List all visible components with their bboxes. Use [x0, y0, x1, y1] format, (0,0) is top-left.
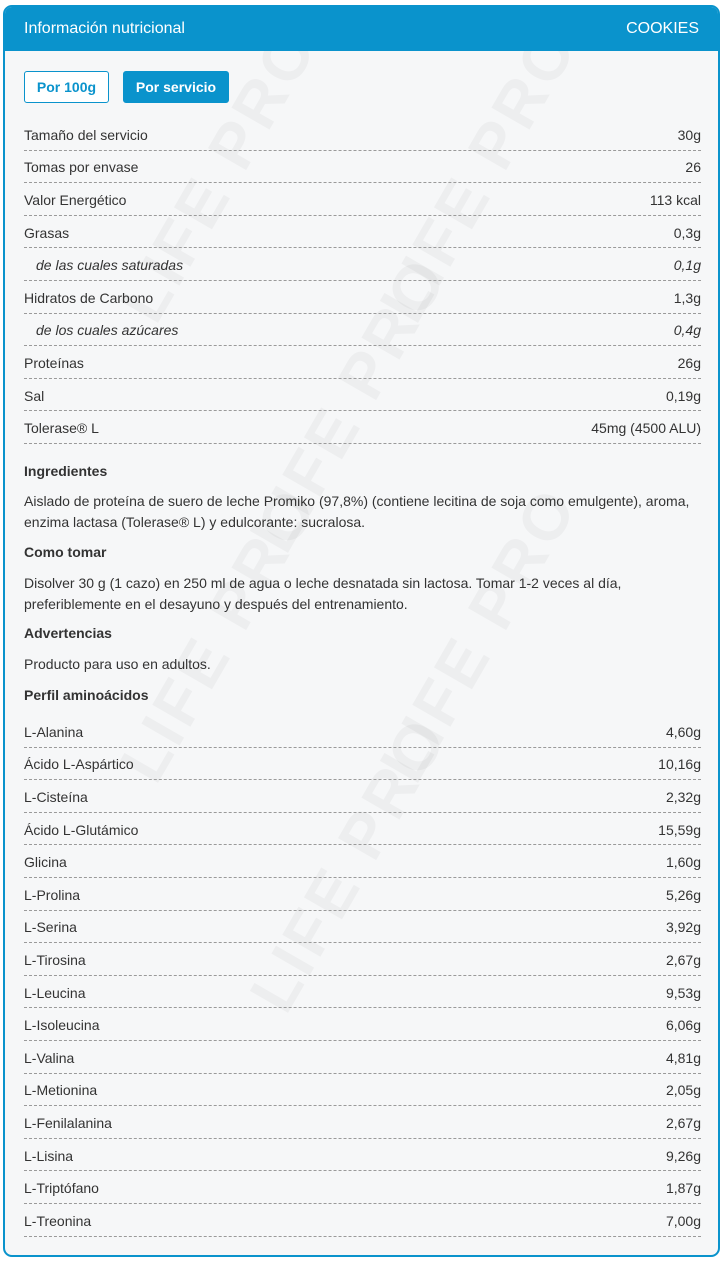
row-label: de los cuales azúcares [36, 322, 179, 339]
table-row: Hidratos de Carbono 1,3g [24, 281, 701, 314]
row-value: 2,32g [665, 788, 701, 805]
warnings-heading: Advertencias [24, 625, 112, 641]
table-row: L-Triptófano 1,87g [24, 1171, 701, 1204]
row-label: L-Valina [24, 1049, 75, 1066]
row-value: 26g [677, 354, 701, 371]
row-value: 15,59g [658, 821, 701, 838]
table-row: L-Tirosina 2,67g [24, 943, 701, 976]
table-row: Tomas por envase 26 [24, 151, 701, 184]
table-row: L-Lisina 9,26g [24, 1139, 701, 1172]
row-label: L-Leucina [24, 984, 86, 1001]
row-value: 9,53g [665, 984, 701, 1001]
amino-table: L-Alanina 4,60g Ácido L-Aspártico 10,16g L-C… [24, 715, 701, 1237]
row-value: 0,19g [665, 387, 701, 404]
how-to-take-text: Disolver 30 g (1 cazo) en 250 ml de agua… [24, 575, 622, 612]
table-row: L-Isoleucina 6,06g [24, 1008, 701, 1041]
row-label: L-Alanina [24, 723, 84, 740]
row-label: L-Prolina [24, 886, 81, 903]
row-value: 0,4g [673, 322, 701, 339]
row-label: L-Isoleucina [24, 1017, 100, 1034]
table-row: de las cuales saturadas 0,1g [24, 248, 701, 281]
row-label: Valor Energético [24, 191, 127, 208]
ingredients-text: Aislado de proteína de suero de leche Pr… [24, 493, 690, 530]
row-label: Proteínas [24, 354, 84, 371]
table-row: Ácido L-Glutámico 15,59g [24, 813, 701, 846]
table-row: L-Metionina 2,05g [24, 1074, 701, 1107]
row-value: 1,3g [673, 289, 701, 306]
row-value: 0,1g [673, 257, 701, 274]
flavor-label: COOKIES [626, 20, 699, 37]
table-row: L-Valina 4,81g [24, 1041, 701, 1074]
table-row: Proteínas 26g [24, 346, 701, 379]
warnings-text: Producto para uso en adultos. [24, 656, 211, 672]
row-value: 7,00g [665, 1212, 701, 1229]
row-label: L-Lisina [24, 1147, 74, 1164]
row-label: L-Metionina [24, 1082, 98, 1099]
row-value: 45mg (4500 ALU) [591, 420, 701, 437]
table-row: de los cuales azúcares 0,4g [24, 314, 701, 347]
row-value: 4,81g [665, 1049, 701, 1066]
row-value: 1,60g [665, 854, 701, 871]
row-label: Hidratos de Carbono [24, 289, 154, 306]
table-row: L-Cisteína 2,32g [24, 780, 701, 813]
row-label: Ácido L-Glutámico [24, 821, 139, 838]
row-value: 6,06g [665, 1017, 701, 1034]
per-serving-button[interactable]: Por servicio [123, 71, 229, 103]
row-label: L-Treonina [24, 1212, 92, 1229]
nutrition-table: Tamaño del servicio 30g Tomas por envase 26… [24, 118, 701, 444]
row-value: 4,60g [665, 723, 701, 740]
row-label: Sal [24, 387, 45, 404]
row-label: L-Triptófano [24, 1180, 99, 1197]
row-label: Tomas por envase [24, 159, 139, 176]
row-label: Grasas [24, 224, 70, 241]
row-value: 1,87g [665, 1180, 701, 1197]
table-row: Tamaño del servicio 30g [24, 118, 701, 151]
row-label: de las cuales saturadas [36, 257, 184, 274]
table-row: Glicina 1,60g [24, 845, 701, 878]
panel-title: Información nutricional [24, 20, 185, 37]
row-label: Tolerase® L [24, 420, 99, 437]
table-row: Sal 0,19g [24, 379, 701, 412]
table-row: L-Alanina 4,60g [24, 715, 701, 748]
row-label: Ácido L-Aspártico [24, 756, 134, 773]
row-value: 2,67g [665, 1114, 701, 1131]
row-label: L-Fenilalanina [24, 1114, 112, 1131]
nutrition-panel: LIFE PROLIFE PROLIFE PROLIFE PROLIFE PRO… [3, 5, 720, 1257]
row-label: L-Serina [24, 919, 77, 936]
ingredients-heading: Ingredientes [24, 463, 108, 479]
table-row: Ácido L-Aspártico 10,16g [24, 748, 701, 781]
row-value: 26 [685, 159, 701, 176]
table-row: L-Treonina 7,00g [24, 1204, 701, 1237]
table-row: Grasas 0,3g [24, 216, 701, 249]
row-value: 3,92g [665, 919, 701, 936]
row-value: 113 kcal [649, 191, 701, 208]
table-row: Tolerase® L 45mg (4500 ALU) [24, 411, 701, 444]
table-row: L-Fenilalanina 2,67g [24, 1106, 701, 1139]
panel-header: Información nutricional COOKIES [5, 7, 718, 51]
row-value: 2,05g [665, 1082, 701, 1099]
row-label: Tamaño del servicio [24, 126, 148, 143]
row-value: 30g [677, 126, 701, 143]
row-value: 0,3g [673, 224, 701, 241]
row-value: 9,26g [665, 1147, 701, 1164]
amino-profile-heading: Perfil aminoácidos [24, 687, 149, 703]
table-row: L-Prolina 5,26g [24, 878, 701, 911]
row-value: 5,26g [665, 886, 701, 903]
table-row: L-Leucina 9,53g [24, 976, 701, 1009]
row-label: L-Cisteína [24, 788, 88, 805]
how-to-take-heading: Como tomar [24, 544, 107, 560]
row-value: 10,16g [658, 756, 701, 773]
table-row: Valor Energético 113 kcal [24, 183, 701, 216]
row-label: L-Tirosina [24, 951, 86, 968]
per-100g-button[interactable]: Por 100g [24, 71, 109, 103]
row-label: Glicina [24, 854, 67, 871]
table-row: L-Serina 3,92g [24, 911, 701, 944]
row-value: 2,67g [665, 951, 701, 968]
